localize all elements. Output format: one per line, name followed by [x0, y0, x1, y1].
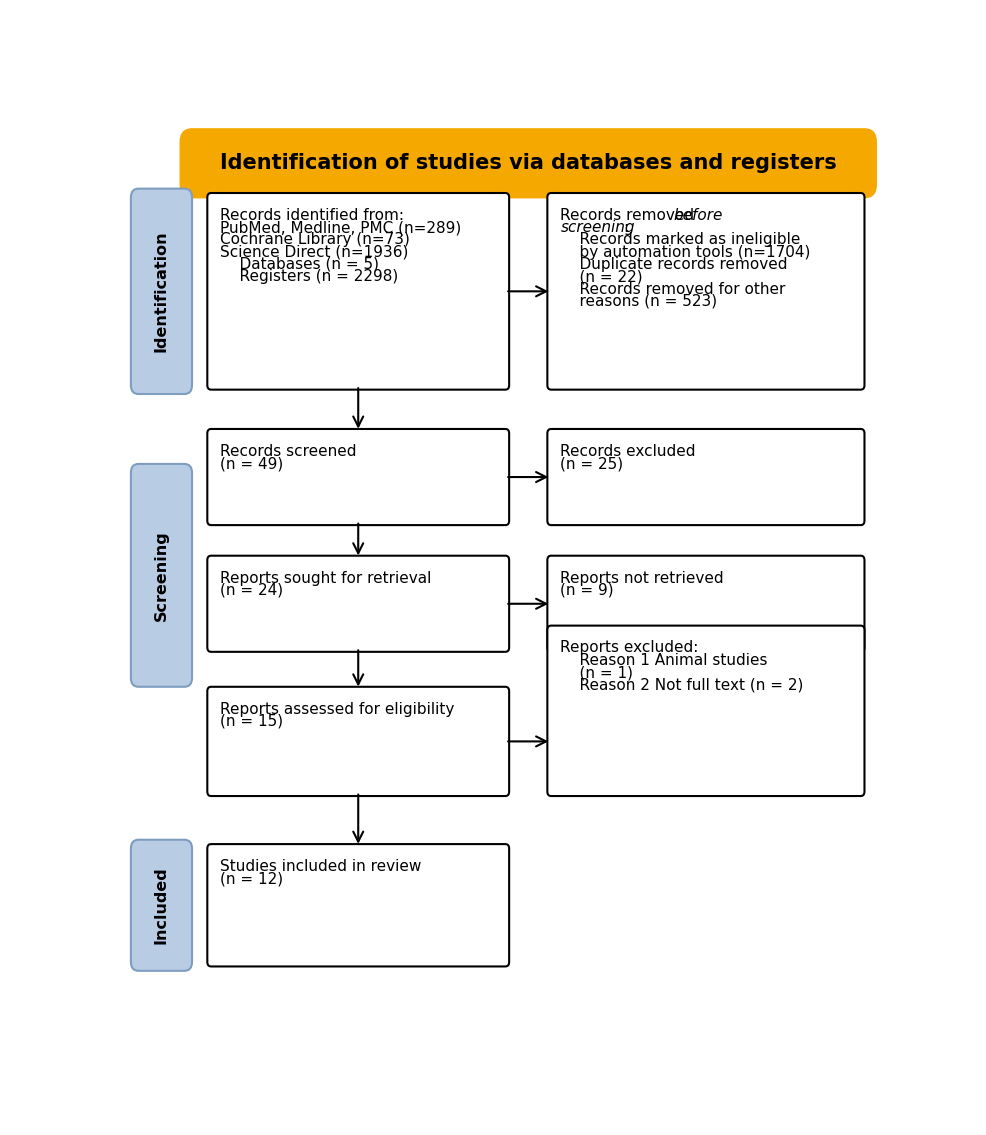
Text: Science Direct (n=1936): Science Direct (n=1936): [220, 245, 408, 260]
Text: (n = 15): (n = 15): [220, 714, 283, 729]
Text: Reports sought for retrieval: Reports sought for retrieval: [220, 571, 432, 586]
FancyBboxPatch shape: [131, 188, 192, 394]
Text: PubMed, Medline, PMC (n=289): PubMed, Medline, PMC (n=289): [220, 220, 461, 235]
Text: by automation tools (n=1704): by automation tools (n=1704): [560, 245, 810, 260]
FancyBboxPatch shape: [207, 844, 509, 967]
Text: Records removed for other: Records removed for other: [560, 281, 786, 296]
Text: Reports excluded:: Reports excluded:: [560, 640, 699, 656]
Text: :: :: [623, 220, 628, 235]
Text: (n = 24): (n = 24): [220, 583, 283, 598]
Text: (n = 12): (n = 12): [220, 872, 283, 886]
Text: (n = 49): (n = 49): [220, 456, 284, 471]
FancyBboxPatch shape: [207, 687, 509, 796]
Text: Reports assessed for eligibility: Reports assessed for eligibility: [220, 701, 455, 716]
Text: screening: screening: [560, 220, 635, 235]
Text: Studies included in review: Studies included in review: [220, 859, 422, 874]
FancyBboxPatch shape: [207, 556, 509, 651]
Text: (n = 25): (n = 25): [560, 456, 623, 471]
Text: Records removed: Records removed: [560, 208, 699, 222]
Text: Included: Included: [154, 866, 169, 944]
FancyBboxPatch shape: [547, 193, 865, 389]
Text: Cochrane Library (n=73): Cochrane Library (n=73): [220, 233, 410, 247]
Text: Screening: Screening: [154, 530, 169, 621]
Text: (n = 1): (n = 1): [560, 665, 633, 680]
Text: Reason 1 Animal studies: Reason 1 Animal studies: [560, 653, 768, 667]
Text: Reports not retrieved: Reports not retrieved: [560, 571, 724, 586]
Text: Duplicate records removed: Duplicate records removed: [560, 257, 788, 272]
Text: reasons (n = 523): reasons (n = 523): [560, 294, 718, 309]
FancyBboxPatch shape: [207, 429, 509, 526]
FancyBboxPatch shape: [180, 129, 876, 197]
Text: Records identified from:: Records identified from:: [220, 208, 404, 222]
FancyBboxPatch shape: [547, 625, 865, 796]
Text: (n = 9): (n = 9): [560, 583, 614, 598]
FancyBboxPatch shape: [547, 429, 865, 526]
FancyBboxPatch shape: [131, 464, 192, 687]
FancyBboxPatch shape: [547, 556, 865, 651]
Text: Identification: Identification: [154, 230, 169, 352]
Text: Records marked as ineligible: Records marked as ineligible: [560, 233, 801, 247]
Text: Records excluded: Records excluded: [560, 444, 696, 459]
FancyBboxPatch shape: [207, 193, 509, 389]
FancyBboxPatch shape: [131, 840, 192, 970]
Text: Identification of studies via databases and registers: Identification of studies via databases …: [220, 153, 837, 174]
Text: (n = 22): (n = 22): [560, 269, 643, 284]
Text: before: before: [673, 208, 723, 222]
Text: Registers (n = 2298): Registers (n = 2298): [220, 269, 398, 284]
Text: Records screened: Records screened: [220, 444, 357, 459]
Text: Databases (n = 5): Databases (n = 5): [220, 257, 380, 272]
Text: Reason 2 Not full text (n = 2): Reason 2 Not full text (n = 2): [560, 678, 804, 692]
